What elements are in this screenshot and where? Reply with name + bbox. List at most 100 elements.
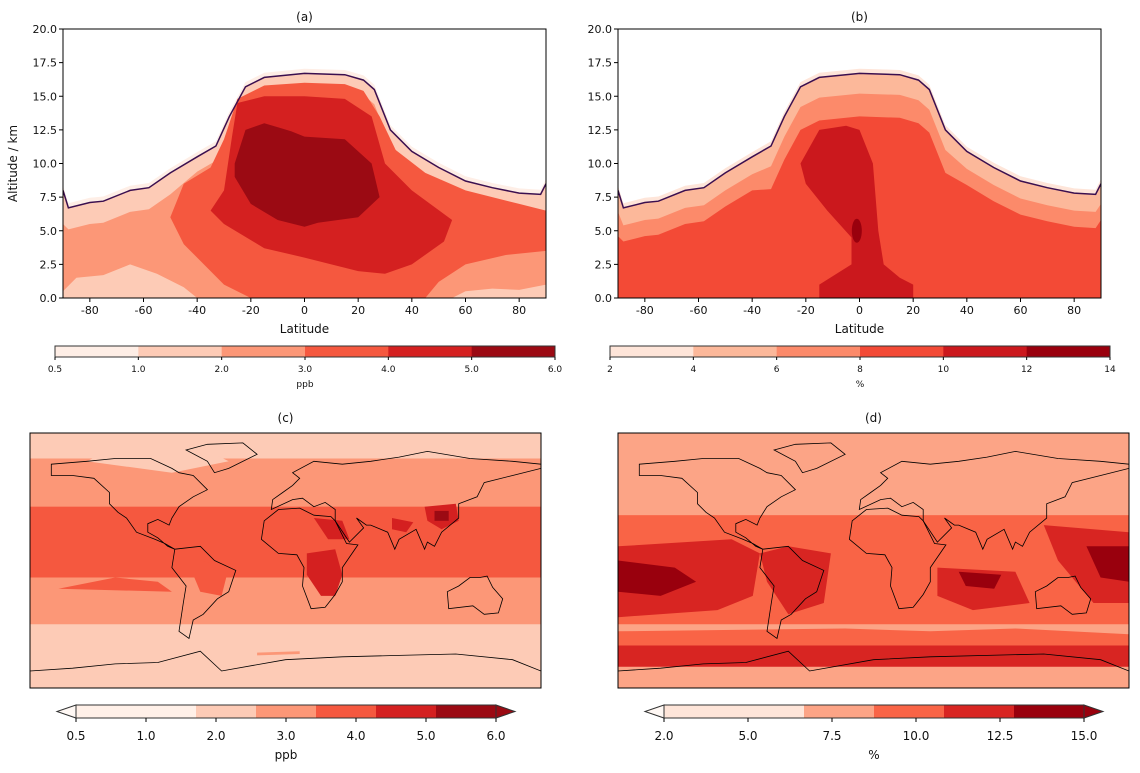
panel-b: (b) -80 -60 -40 -20 0 20 40 60 80 0.0 2.5 5.0 7.5 10.0… xyxy=(588,10,1116,390)
y-tick-label: 12.5 xyxy=(33,124,58,137)
colorbar-tick-label: 14 xyxy=(1104,365,1116,375)
colorbar-label: ppb xyxy=(296,380,313,390)
panel-c: (c) 0.5 1.0 2.0 3.0 4.0 5.0 6.0 ppb xyxy=(29,411,542,762)
x-tick-label: 80 xyxy=(512,304,526,317)
x-tick-label: 0 xyxy=(856,304,863,317)
colorbar-swatch xyxy=(734,705,805,718)
colorbar-tick-label: 12 xyxy=(1021,365,1032,375)
coastline-australia xyxy=(1034,575,1092,615)
colorbar-tick-label: 0.5 xyxy=(48,365,62,375)
colorbar-tick-label: 5.0 xyxy=(738,729,757,743)
colorbar-tick-label: 4.0 xyxy=(381,365,396,375)
colorbar-tick-label: 2 xyxy=(607,365,613,375)
contour-band-2-low xyxy=(63,264,198,298)
contour-band xyxy=(618,645,1129,667)
colorbar-swatch xyxy=(1014,705,1085,718)
contour-band-5 xyxy=(800,125,914,298)
panel-title: (d) xyxy=(865,411,882,425)
contour-band-2-low xyxy=(452,284,546,298)
colorbar-swatch xyxy=(471,346,556,357)
colorbar-tick-label: 4 xyxy=(690,365,696,375)
colorbar-tick-label: 8 xyxy=(857,365,863,375)
panel-a: (a) -80 -60 -40 -20 0 20 40 60 80 0.0 2.5 5.0 7.5 10.0… xyxy=(6,10,562,390)
colorbar-swatch xyxy=(943,346,1028,357)
colorbar-tick-label: 0.5 xyxy=(66,729,85,743)
map-frame xyxy=(617,432,1130,689)
x-tick-label: 40 xyxy=(960,304,974,317)
contour-band xyxy=(30,506,541,578)
colorbar-swatch xyxy=(196,705,257,718)
colorbar: 0.5 1.0 2.0 3.0 4.0 5.0 6.0 ppb xyxy=(48,345,563,390)
coastline-north-america xyxy=(50,458,209,550)
coastline-antarctica xyxy=(30,650,541,672)
colorbar-label: ppb xyxy=(275,748,298,762)
y-tick-label: 10.0 xyxy=(33,158,58,171)
x-tick-label: -20 xyxy=(797,304,815,317)
colorbar-tick-label: 6.0 xyxy=(548,365,563,375)
x-tick-label: -60 xyxy=(135,304,153,317)
x-tick-label: -60 xyxy=(690,304,708,317)
map-fills xyxy=(30,433,541,688)
colorbar-swatch xyxy=(804,705,875,718)
map-frame xyxy=(29,432,542,689)
colorbar-swatch xyxy=(138,346,223,357)
y-tick-label: 0.0 xyxy=(595,292,613,305)
y-tick-label: 20.0 xyxy=(33,23,58,36)
colorbar-tick-label: 3.0 xyxy=(298,365,313,375)
colorbar-tick-label: 7.5 xyxy=(822,729,841,743)
colorbar-swatch xyxy=(610,346,694,357)
x-tick-label: 60 xyxy=(1014,304,1028,317)
x-tick-label: 20 xyxy=(906,304,920,317)
y-tick-label: 5.0 xyxy=(595,225,613,238)
panel-title: (b) xyxy=(851,10,868,24)
y-tick-label: 7.5 xyxy=(595,191,613,204)
colorbar-extend-min xyxy=(643,704,665,719)
coastline-africa xyxy=(260,507,359,610)
coastline-greenland xyxy=(185,442,258,474)
colorbar-tick-label: 2.0 xyxy=(206,729,225,743)
x-tick-label: -40 xyxy=(743,304,761,317)
tropopause-line xyxy=(618,72,1101,209)
x-tick-label: -40 xyxy=(188,304,206,317)
colorbar-tick-label: 5.0 xyxy=(465,365,480,375)
colorbar-swatch xyxy=(376,705,437,718)
colorbar-swatch xyxy=(664,705,735,718)
colorbar-tick-label: 15.0 xyxy=(1071,729,1098,743)
colorbar-tick-label: 10 xyxy=(938,365,950,375)
contour-region xyxy=(1086,546,1129,582)
coastline-south-america xyxy=(759,545,825,640)
colorbar-swatch xyxy=(874,705,945,718)
x-tick-label: -80 xyxy=(81,304,99,317)
colorbar-label: % xyxy=(856,380,865,390)
colorbar-swatch xyxy=(76,705,137,718)
colorbar-tick-label: 1.0 xyxy=(136,729,155,743)
contour-region xyxy=(193,560,229,596)
colorbar-tick-label: 3.0 xyxy=(276,729,295,743)
x-axis-label: Latitude xyxy=(280,322,329,336)
y-tick-label: 12.5 xyxy=(588,124,613,137)
x-tick-label: 0 xyxy=(301,304,308,317)
y-tick-label: 17.5 xyxy=(33,57,58,70)
colorbar-swatch xyxy=(1026,346,1111,357)
colorbar: 0.5 1.0 2.0 3.0 4.0 5.0 6.0 ppb xyxy=(55,704,517,762)
contour-band-6 xyxy=(851,218,862,243)
colorbar-swatch xyxy=(944,705,1015,718)
y-tick-label: 10.0 xyxy=(588,158,613,171)
panel-title: (a) xyxy=(296,10,313,24)
y-tick-label: 15.0 xyxy=(588,90,613,103)
coastline-eurasia xyxy=(858,450,1129,551)
contour-region xyxy=(306,549,343,596)
contour-fills xyxy=(63,68,546,298)
y-tick-label: 20.0 xyxy=(588,23,613,36)
colorbar-swatch xyxy=(55,346,139,357)
colorbar-tick-label: 2.0 xyxy=(215,365,230,375)
colorbar-swatch xyxy=(316,705,377,718)
contour-region xyxy=(618,560,697,596)
colorbar-frame xyxy=(663,704,1085,719)
colorbar-extend-max xyxy=(1083,704,1105,719)
contour-region xyxy=(1043,525,1129,603)
x-tick-label: 20 xyxy=(351,304,365,317)
contour-region xyxy=(937,567,1030,611)
colorbar-extend-min xyxy=(55,704,77,719)
